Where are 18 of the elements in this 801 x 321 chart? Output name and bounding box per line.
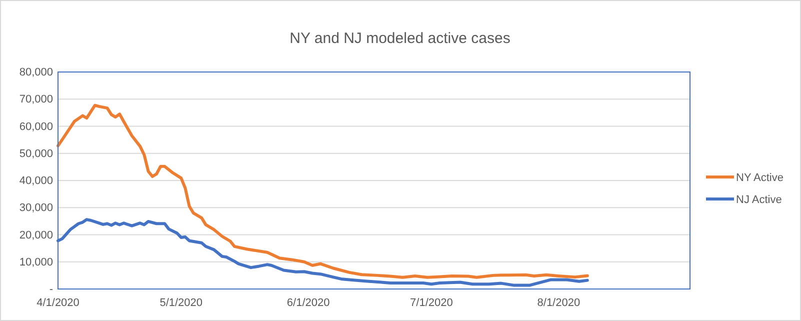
x-tick-label: 7/1/2020 xyxy=(410,296,453,309)
x-tick-label: 8/1/2020 xyxy=(537,296,580,309)
y-tick-label: 10,000 xyxy=(19,256,53,268)
y-tick-label: 80,000 xyxy=(19,66,53,79)
x-tick-label: 6/1/2020 xyxy=(286,296,330,309)
y-tick-label: - xyxy=(49,284,54,296)
y-tick-label: 30,000 xyxy=(19,202,53,214)
x-tick-label: 4/1/2020 xyxy=(36,296,80,309)
y-tick-label: 40,000 xyxy=(19,175,53,188)
y-tick-label: 50,000 xyxy=(19,148,53,160)
x-tick-label: 5/1/2020 xyxy=(160,296,203,309)
y-tick-label: 70,000 xyxy=(19,94,53,106)
legend-label: NY Active xyxy=(736,172,784,184)
chart-title: NY and NJ modeled active cases xyxy=(290,30,510,47)
y-tick-label: 60,000 xyxy=(19,120,53,133)
line-series xyxy=(56,104,589,279)
y-tick-label: 20,000 xyxy=(19,229,53,242)
legend-label: NJ Active xyxy=(736,194,782,206)
